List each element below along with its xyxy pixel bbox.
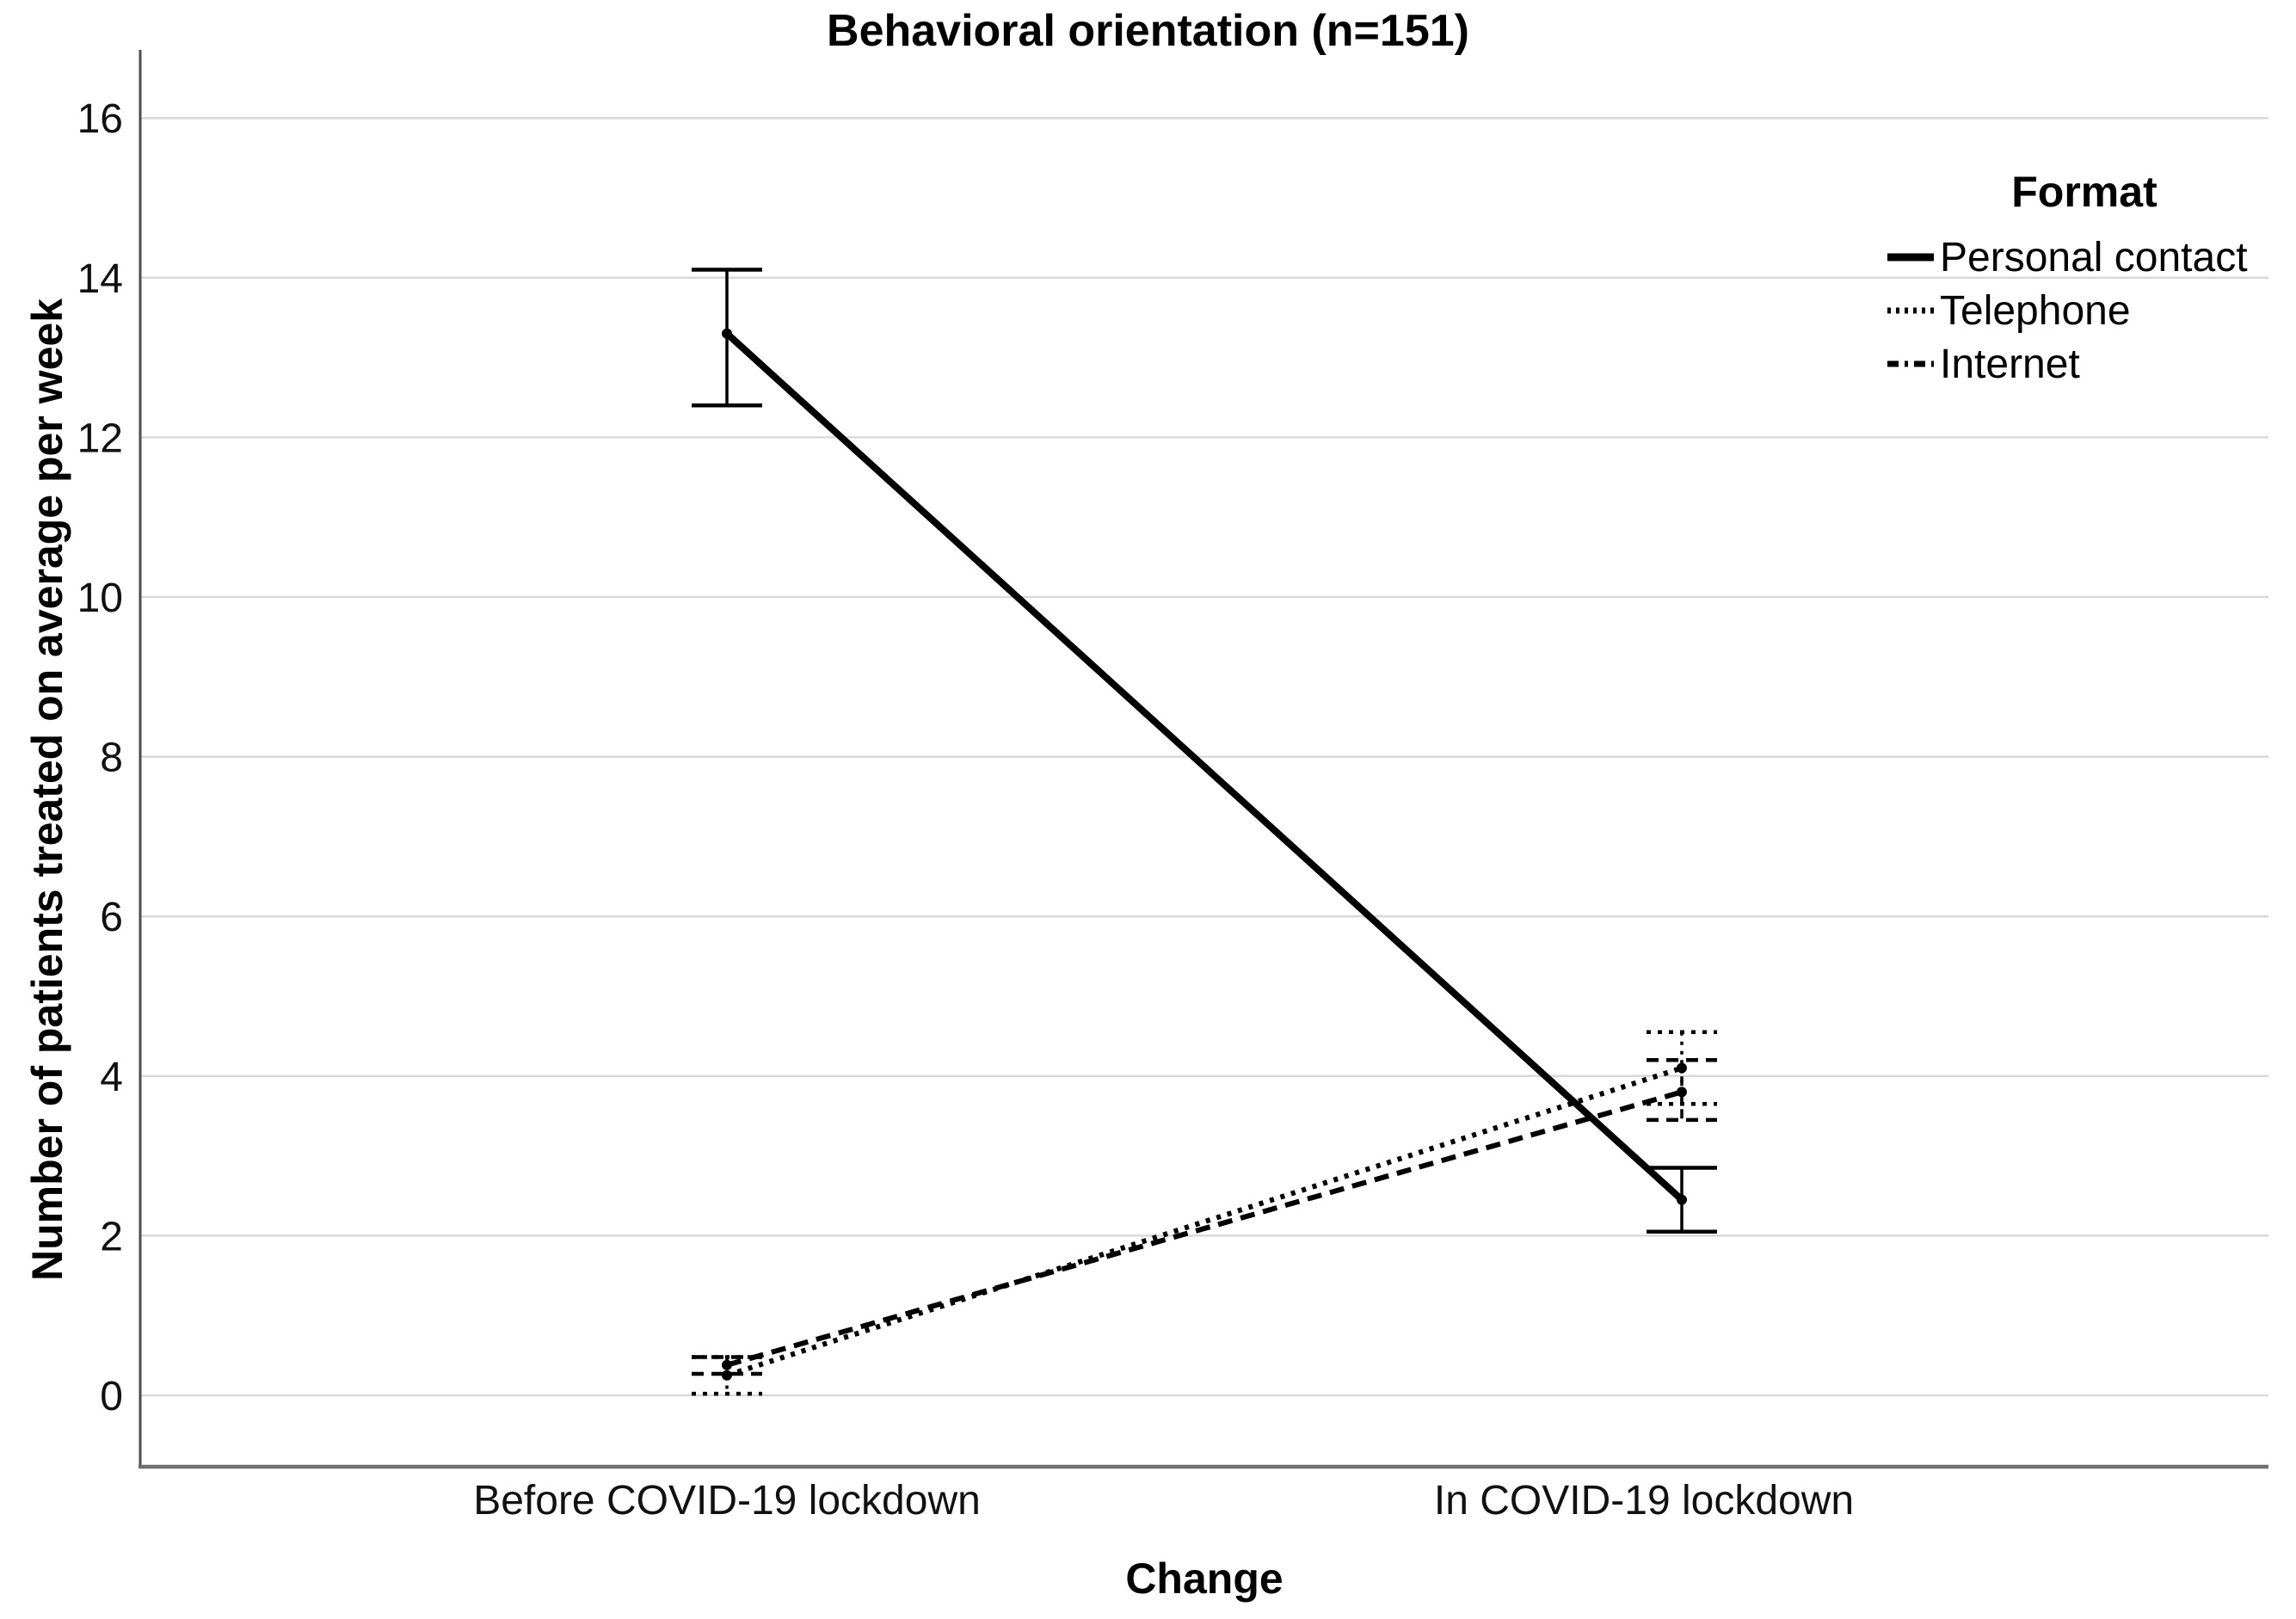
legend-item-internet: Internet — [1886, 337, 2283, 391]
dash-dot-line-icon — [1887, 360, 1934, 367]
y-tick-label-16: 16 — [77, 96, 123, 142]
y-tick-label-14: 14 — [77, 256, 123, 302]
mean-marker-internet — [722, 1359, 732, 1370]
mean-marker-personal-contact — [1677, 1194, 1687, 1205]
series-line-telephone — [726, 1065, 1683, 1378]
legend: Format Personal contact Telephone Intern… — [1886, 167, 2283, 391]
dotted-line-icon — [1887, 307, 1934, 314]
chart-title: Behavioral orientation (n=151) — [827, 6, 1469, 56]
legend-item-telephone: Telephone — [1886, 284, 2283, 337]
mean-marker-personal-contact — [722, 328, 732, 339]
series-line-personal-contact — [724, 330, 1684, 1203]
y-tick-label-2: 2 — [100, 1214, 123, 1259]
y-tick-label-8: 8 — [100, 736, 123, 781]
mean-marker-internet — [1677, 1087, 1687, 1098]
mean-marker-telephone — [722, 1370, 732, 1381]
legend-label: Telephone — [1940, 287, 2131, 334]
series-line-internet — [726, 1089, 1683, 1368]
y-tick-label-6: 6 — [100, 895, 123, 940]
y-tick-label-0: 0 — [100, 1374, 123, 1419]
legend-label: Internet — [1940, 341, 2080, 387]
y-tick-label-4: 4 — [100, 1055, 123, 1100]
legend-label: Personal contact — [1940, 234, 2248, 280]
legend-title: Format — [2011, 168, 2158, 216]
y-tick-label-12: 12 — [77, 416, 123, 461]
x-axis-title: Change — [1125, 1554, 1283, 1603]
y-tick-label-10: 10 — [77, 576, 123, 621]
solid-line-icon — [1887, 253, 1934, 262]
x-category-label: In COVID-19 lockdown — [1434, 1478, 1854, 1524]
legend-item-personal-contact: Personal contact — [1886, 231, 2283, 284]
x-category-label: Before COVID-19 lockdown — [473, 1478, 981, 1524]
